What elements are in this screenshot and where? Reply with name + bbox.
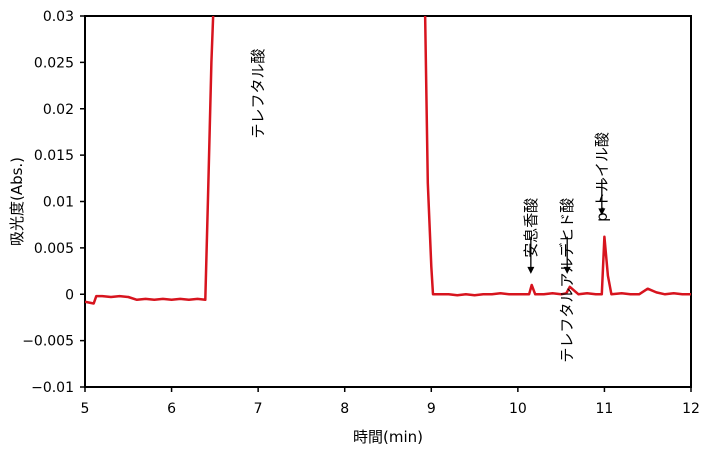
absorbance-series-line xyxy=(85,16,691,305)
peak-arrow-head xyxy=(527,266,535,274)
y-axis-ticks: 0.03 0.025 0.02 0.015 0.01 0.005 0 −0.005 −0.01 xyxy=(22,9,85,396)
y-tick-label: 0.005 xyxy=(34,241,74,257)
peak-label: p-トルイル酸 xyxy=(593,132,611,222)
y-tick-label: −0.01 xyxy=(31,380,74,396)
x-tick-label: 5 xyxy=(81,401,90,417)
peak-label: テレフタルアルデヒド酸 xyxy=(558,198,576,363)
y-tick-label: −0.005 xyxy=(22,334,74,350)
peak-arrow-head xyxy=(563,266,571,274)
x-tick-label: 8 xyxy=(340,401,349,417)
x-tick-label: 10 xyxy=(509,401,527,417)
peak-arrow-head xyxy=(598,208,606,216)
x-tick-label: 9 xyxy=(427,401,436,417)
x-tick-label: 12 xyxy=(682,401,700,417)
y-tick-label: 0.025 xyxy=(34,55,74,71)
y-tick-label: 0.03 xyxy=(43,9,74,25)
x-tick-label: 7 xyxy=(254,401,263,417)
y-tick-label: 0.01 xyxy=(43,195,74,211)
x-axis-label: 時間(min) xyxy=(353,428,423,446)
y-tick-label: 0.015 xyxy=(34,148,74,164)
peak-label: テレフタル酸 xyxy=(249,48,267,138)
x-tick-label: 11 xyxy=(596,401,614,417)
y-tick-label: 0 xyxy=(65,287,74,303)
peak-label: 安息香酸 xyxy=(522,198,540,258)
x-axis-ticks: 5 6 7 8 9 10 11 12 xyxy=(81,387,700,417)
x-tick-label: 6 xyxy=(167,401,176,417)
y-axis-label: 吸光度(Abs.) xyxy=(8,157,26,246)
y-tick-label: 0.02 xyxy=(43,102,74,118)
